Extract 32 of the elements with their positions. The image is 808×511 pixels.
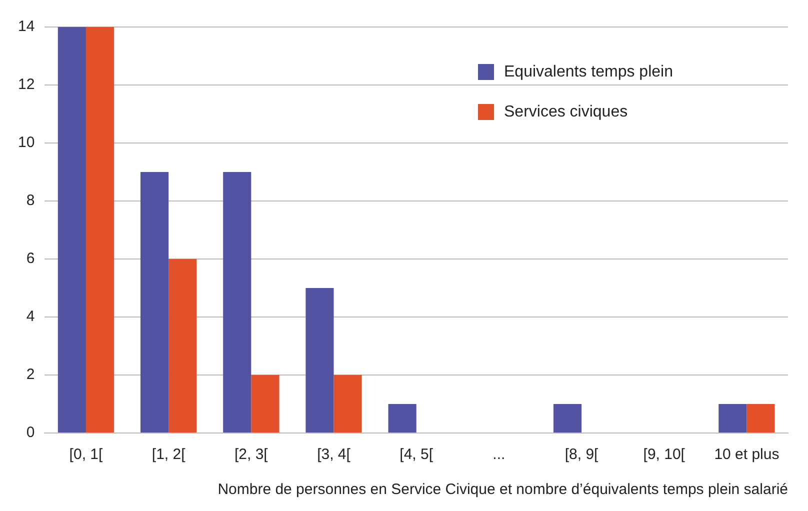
x-axis-title: Nombre de personnes en Service Civique et nombre d’équivalents temps plein salarié xyxy=(218,481,788,498)
legend-label: Equivalents temps plein xyxy=(504,63,673,80)
x-tick-label: [9, 10[ xyxy=(643,446,686,464)
y-tick-label: 14 xyxy=(18,18,35,36)
bar xyxy=(251,375,280,432)
bar xyxy=(86,27,114,432)
y-tick-label: 4 xyxy=(26,308,35,326)
bar xyxy=(223,172,252,432)
bar xyxy=(140,172,169,432)
y-tick-label: 0 xyxy=(26,424,35,442)
bar xyxy=(553,404,582,432)
y-tick-label: 8 xyxy=(26,192,35,210)
bar xyxy=(746,404,775,432)
x-tick-label: [2, 3[ xyxy=(234,446,269,464)
x-tick-label: [8, 9[ xyxy=(564,446,600,464)
bar xyxy=(334,375,362,432)
y-tick-label: 10 xyxy=(18,134,35,152)
bar xyxy=(388,404,416,432)
bar xyxy=(58,27,86,432)
x-tick-label: [3, 4[ xyxy=(317,446,352,464)
y-tick-label: 12 xyxy=(18,76,35,94)
x-tick-label: ... xyxy=(492,446,506,464)
legend-label: Services civiques xyxy=(504,103,628,120)
bar xyxy=(168,259,197,432)
x-tick-label: 10 et plus xyxy=(714,446,780,464)
bar xyxy=(306,288,334,432)
y-tick-label: 6 xyxy=(26,250,35,268)
bar xyxy=(718,404,747,432)
x-tick-label: [4, 5[ xyxy=(400,446,434,464)
x-tick-label: [0, 1[ xyxy=(69,446,104,464)
y-tick-label: 2 xyxy=(26,366,35,384)
x-tick-label: [1, 2[ xyxy=(152,446,186,464)
